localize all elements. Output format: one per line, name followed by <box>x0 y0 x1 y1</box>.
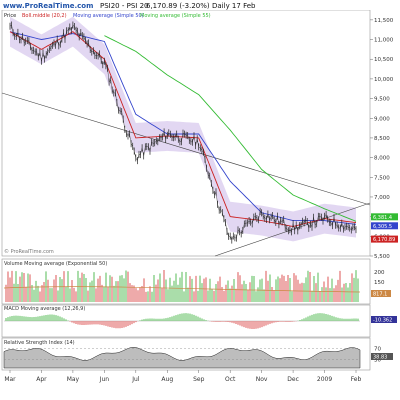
x-tick-label: Mar <box>4 376 16 383</box>
header-price: 6,170.89 (-3.20%) <box>146 2 210 10</box>
volume-ma <box>3 286 361 293</box>
price-tick-label: 9,500 <box>374 97 390 103</box>
price-marker-box <box>371 235 398 243</box>
volume-tick-label: 150 <box>374 280 385 286</box>
header-period: Daily 17 Feb <box>212 2 256 10</box>
price-marker-label: 6,305.5 <box>373 224 392 230</box>
price-plot <box>1 16 371 257</box>
price-marker-box <box>371 222 398 230</box>
x-tick-label: Aug <box>161 376 173 383</box>
trendline-lower <box>214 202 371 257</box>
volume-marker-label: 817.1 <box>373 292 387 298</box>
trendline-upper <box>1 92 371 206</box>
price-marker-box <box>371 213 398 221</box>
volume-plot <box>3 270 361 302</box>
price-marker-label: 6,381.4 <box>373 215 392 221</box>
price-tick-label: 8,500 <box>374 136 390 142</box>
volume-marker-box <box>371 290 391 297</box>
x-tick-label: Sep <box>193 376 205 383</box>
rsi-legend: Relative Strength Index (14) <box>4 340 75 346</box>
x-tick-label: Nov <box>256 376 268 383</box>
price-tick-label: 7,500 <box>374 175 390 181</box>
x-tick-label: Feb <box>351 376 362 383</box>
series-price <box>9 24 357 241</box>
price-tick-label: 8,000 <box>374 156 390 162</box>
rsi-marker-box <box>371 353 393 360</box>
x-tick-label: Dec <box>287 376 299 383</box>
price-tick-label: 11,500 <box>374 18 394 24</box>
price-legend: Price Boll.middle (20,2) Moving average … <box>4 13 211 19</box>
volume-axis: 200150100817.1 <box>371 270 391 298</box>
macd-marker-label: -10.362 <box>373 318 392 324</box>
price-tick-label: 11,000 <box>374 38 394 44</box>
legend-price: Price <box>4 13 16 19</box>
volume-tick-label: 200 <box>374 270 385 276</box>
macd-legend: MACD Moving average (12,26,9) <box>4 306 85 312</box>
price-tick-label: 9,000 <box>374 116 390 122</box>
volume-legend: Volume Moving average (Exponential 50) <box>4 261 107 267</box>
price-axis: 11,500 11,000 10,500 10,000 9,500 9,000 8,500 8… <box>370 18 398 260</box>
price-tick-label: 7,000 <box>374 195 390 201</box>
rsi-tick-label: 70 <box>374 346 381 352</box>
rsi-marker-label: 38.83 <box>373 355 387 361</box>
macd-plot: -10.362 <box>4 313 397 329</box>
x-tick-label: 2009 <box>317 376 332 383</box>
x-tick-label: May <box>67 376 80 383</box>
price-tick-label: 10,500 <box>374 57 394 63</box>
series-boll-middle <box>9 31 357 227</box>
macd-marker-box <box>371 316 397 323</box>
x-axis: Mar Apr May Jun Jul Aug Sep Oct Nov Dec 2009 Feb <box>4 370 362 383</box>
series-sma55 <box>104 35 357 222</box>
x-tick-label: Apr <box>36 376 47 383</box>
symbol-header: PSI20 - PSI 20 <box>100 2 148 10</box>
x-tick-label: Oct <box>225 376 236 383</box>
legend-sma50: Moving average (Simple 50) <box>73 13 144 19</box>
rsi-tick-label: 30 <box>374 358 381 364</box>
legend-sma55: Moving average (Simple 55) <box>140 13 211 19</box>
price-tick-label: 10,000 <box>374 77 394 83</box>
price-marker-label: 6,170.89 <box>373 237 395 243</box>
watermark: © ProRealTime.com <box>4 248 54 255</box>
site-logo: www.ProRealTime.com <box>3 2 93 10</box>
bollinger-band <box>10 16 356 242</box>
x-tick-label: Jul <box>131 376 140 383</box>
x-tick-label: Jun <box>99 376 110 383</box>
legend-boll: Boll.middle (20,2) <box>22 13 67 19</box>
price-tick-label: 5,500 <box>374 254 390 260</box>
